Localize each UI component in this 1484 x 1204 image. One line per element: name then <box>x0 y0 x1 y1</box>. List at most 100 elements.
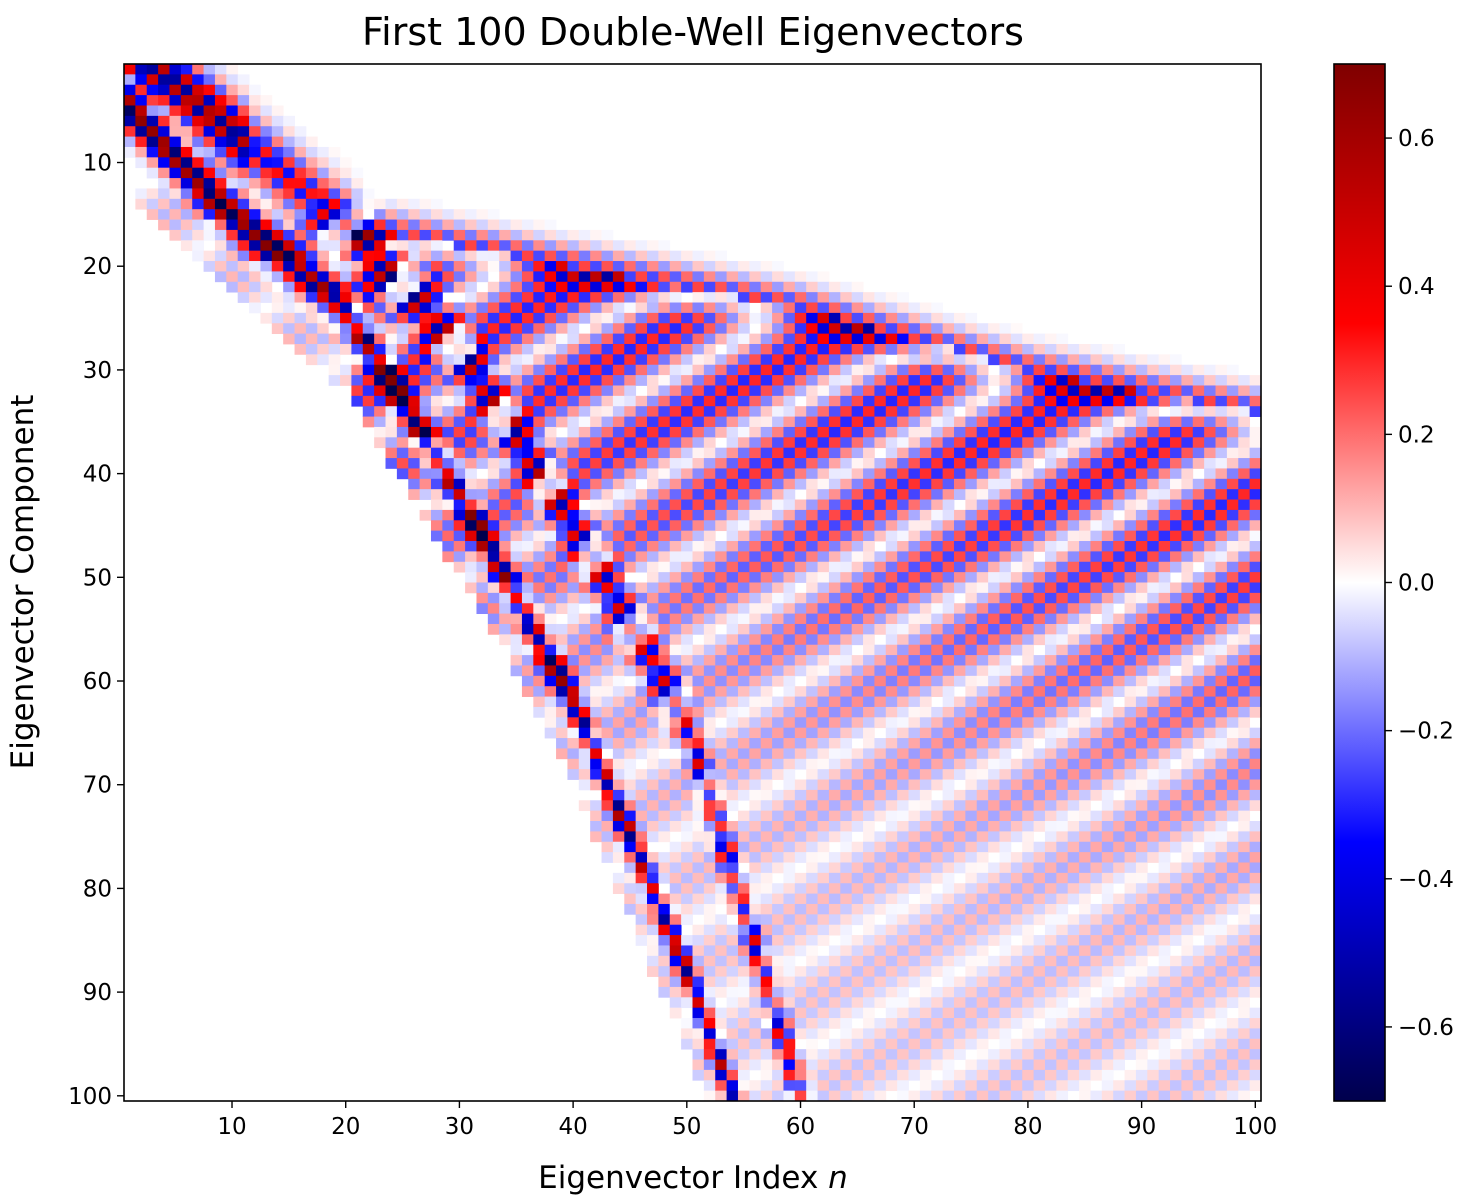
heatmap-cell <box>897 312 909 324</box>
heatmap-cell <box>317 323 330 335</box>
heatmap-cell <box>612 375 625 386</box>
heatmap-cell <box>806 644 818 656</box>
heatmap-cell <box>919 582 932 594</box>
heatmap-cell <box>169 167 182 179</box>
heatmap-cell <box>1010 758 1023 770</box>
heatmap-cell <box>1044 893 1057 905</box>
heatmap-cell <box>180 146 193 158</box>
heatmap-cell <box>715 883 728 894</box>
heatmap-cell <box>1090 406 1103 417</box>
heatmap-cell <box>703 416 716 428</box>
heatmap-cell <box>726 375 739 386</box>
heatmap-cell <box>965 520 978 532</box>
heatmap-cell <box>1170 1018 1182 1029</box>
heatmap-cell <box>1022 541 1034 552</box>
heatmap-cell <box>1044 841 1057 853</box>
heatmap-cell <box>294 157 307 169</box>
heatmap-cell <box>1079 1049 1091 1060</box>
heatmap-cell <box>1101 821 1114 832</box>
heatmap-cell <box>692 706 705 718</box>
heatmap-cell <box>1124 1038 1137 1050</box>
heatmap-cell <box>726 343 739 355</box>
heatmap-cell <box>1124 675 1137 687</box>
heatmap-cell <box>1158 841 1171 853</box>
heatmap-cell <box>1158 1007 1171 1019</box>
heatmap-cell <box>863 623 875 635</box>
heatmap-cell <box>1147 758 1160 770</box>
heatmap-cell <box>317 188 330 200</box>
heatmap-cell <box>578 675 591 687</box>
heatmap-cell <box>772 561 784 573</box>
heatmap-cell <box>726 862 739 874</box>
heatmap-cell <box>715 727 728 739</box>
heatmap-cell <box>1079 810 1091 822</box>
heatmap-cell <box>601 696 614 708</box>
heatmap-cell <box>487 261 500 272</box>
heatmap-cell <box>1090 447 1103 459</box>
heatmap-cell <box>237 157 250 169</box>
heatmap-cell <box>692 561 705 573</box>
heatmap-cell <box>612 520 625 532</box>
heatmap-cell <box>897 655 909 666</box>
heatmap-cell <box>737 738 750 749</box>
heatmap-cell <box>737 302 750 314</box>
heatmap-cell <box>897 499 909 511</box>
heatmap-cell <box>1147 1038 1160 1050</box>
heatmap-cell <box>1124 520 1137 532</box>
heatmap-cell <box>510 551 523 563</box>
heatmap-cell <box>783 935 796 946</box>
heatmap-cell <box>806 292 818 303</box>
heatmap-cell <box>908 499 921 511</box>
heatmap-cell <box>954 1090 966 1102</box>
heatmap-cell <box>828 1038 841 1050</box>
heatmap-cell <box>1022 644 1034 656</box>
heatmap-cell <box>1067 779 1080 791</box>
heatmap-cell <box>1010 551 1023 563</box>
heatmap-cell <box>1022 478 1034 490</box>
heatmap-cell <box>919 520 932 532</box>
heatmap-cell <box>567 572 580 583</box>
heatmap-cell <box>601 478 614 490</box>
heatmap-cell <box>1181 945 1194 957</box>
heatmap-cell <box>192 146 204 158</box>
heatmap-cell <box>840 478 853 490</box>
heatmap-cell <box>885 375 898 386</box>
heatmap-cell <box>521 281 534 293</box>
heatmap-cell <box>999 634 1012 646</box>
heatmap-cell <box>828 281 841 293</box>
heatmap-cell <box>1124 375 1137 386</box>
heatmap-cell <box>863 696 875 708</box>
heatmap-cell <box>647 831 659 843</box>
heatmap-cell <box>294 126 307 137</box>
heatmap-cell <box>931 458 944 469</box>
heatmap-cell <box>612 696 625 708</box>
heatmap-cell <box>954 914 966 926</box>
heatmap-cell <box>828 789 841 801</box>
heatmap-cell <box>658 903 671 915</box>
heatmap-cell <box>783 634 796 646</box>
heatmap-cell <box>919 841 932 853</box>
heatmap-cell <box>783 976 796 988</box>
heatmap-cell <box>601 395 614 407</box>
heatmap-cell <box>1056 986 1069 998</box>
heatmap-cell <box>510 240 523 252</box>
heatmap-cell <box>203 126 216 137</box>
heatmap-cell <box>1147 406 1160 417</box>
heatmap-cell <box>828 375 841 386</box>
heatmap-cell <box>840 717 853 729</box>
heatmap-cell <box>465 312 477 324</box>
heatmap-cell <box>976 727 989 739</box>
heatmap-cell <box>874 1049 887 1060</box>
heatmap-cell <box>760 582 773 594</box>
heatmap-cell <box>863 748 875 760</box>
heatmap-cell <box>726 1049 739 1060</box>
heatmap-cell <box>1033 976 1046 988</box>
heatmap-cell <box>931 706 944 718</box>
heatmap-cell <box>1158 1059 1171 1071</box>
heatmap-cell <box>749 644 762 656</box>
heatmap-cell <box>1181 872 1194 884</box>
heatmap-cell <box>885 582 898 594</box>
heatmap-cell <box>578 779 591 791</box>
heatmap-cell <box>1044 758 1057 770</box>
heatmap-cell <box>567 240 580 252</box>
